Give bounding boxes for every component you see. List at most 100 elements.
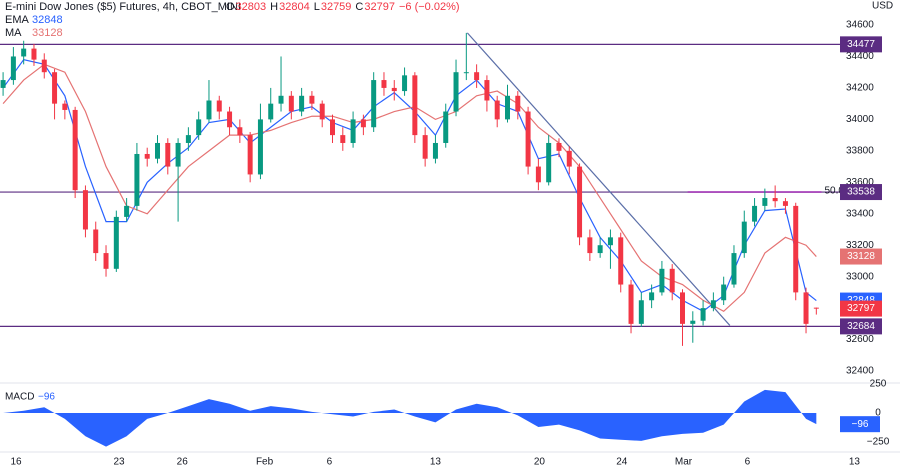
indicator-name: MA xyxy=(5,27,22,39)
candle-body xyxy=(0,80,6,88)
y-tick-label: 34400 xyxy=(846,51,874,62)
candle-body xyxy=(268,103,274,120)
ohlc-letter: H xyxy=(270,1,278,13)
level-price-label: 34477 xyxy=(847,39,875,50)
candle-body xyxy=(103,253,109,269)
plot: 50.00% xyxy=(0,32,858,447)
y-tick-label: 34600 xyxy=(846,20,874,31)
candle-body xyxy=(309,95,315,104)
indicator-price-box xyxy=(840,248,882,265)
candle-body xyxy=(412,75,418,136)
candle-body xyxy=(257,119,263,175)
candle-body xyxy=(144,153,150,159)
indicator-line xyxy=(2,63,817,313)
macd-header-value: −96 xyxy=(38,392,55,403)
y-tick-label: 34200 xyxy=(846,83,874,94)
candle-body xyxy=(680,292,685,324)
x-tick-label: 16 xyxy=(10,457,22,468)
candle-body xyxy=(206,100,212,120)
candle-body xyxy=(175,142,181,167)
ohlc-letter: O xyxy=(226,1,235,13)
fib-label: 50.00% xyxy=(824,186,858,197)
x-tick-label: 20 xyxy=(534,457,546,468)
y-tick-label: 32400 xyxy=(846,366,874,377)
candle-body xyxy=(659,268,665,293)
change-text: −6 (−0.02%) xyxy=(399,1,460,13)
y-tick-label: 33000 xyxy=(846,271,874,282)
candle-body xyxy=(597,245,603,254)
candle-body xyxy=(607,237,613,246)
candle-body xyxy=(196,119,202,136)
candle-body xyxy=(628,284,634,324)
candle-body xyxy=(288,95,294,112)
ohlc-value: 32759 xyxy=(321,1,352,13)
y-tick-label: 32600 xyxy=(846,334,874,345)
ohlc-letter: L xyxy=(314,1,320,13)
candle-body xyxy=(453,72,459,112)
candle-body xyxy=(62,103,68,110)
close-price-label: 32797 xyxy=(847,303,875,314)
candle-body xyxy=(669,268,675,293)
candle-body xyxy=(340,135,346,143)
candle-body xyxy=(803,292,809,324)
candle-body xyxy=(21,48,27,57)
candle-body xyxy=(484,80,490,101)
candle-body xyxy=(618,237,624,285)
x-tick-label: 26 xyxy=(177,457,189,468)
candle-body xyxy=(700,308,706,321)
ohlc-value: 32797 xyxy=(364,1,395,13)
macd-price-box xyxy=(840,416,880,433)
x-tick-label: 24 xyxy=(616,457,628,468)
candle-body xyxy=(752,205,758,222)
candle-body xyxy=(113,216,119,269)
close-price-box xyxy=(840,300,882,317)
indicator-price-label: 33128 xyxy=(847,251,875,262)
candle-body xyxy=(638,300,644,324)
indicator-value: 33128 xyxy=(32,27,63,39)
candle-body xyxy=(93,229,99,254)
candle-body xyxy=(391,87,397,92)
x-tick-label: 6 xyxy=(745,457,751,468)
candle-body xyxy=(690,320,696,324)
candle-body xyxy=(741,221,747,254)
candle-body xyxy=(772,198,778,202)
candle-body xyxy=(82,190,88,230)
level-price-label: 33538 xyxy=(847,187,875,198)
candle-body xyxy=(10,56,16,81)
x-tick-label: Mar xyxy=(675,457,693,468)
candle-body xyxy=(515,95,521,112)
candle-body xyxy=(185,135,191,143)
candle-body xyxy=(360,119,366,128)
candle-body xyxy=(793,205,799,293)
candle-body xyxy=(52,72,58,104)
candle-body xyxy=(474,72,480,81)
candle-body xyxy=(463,72,469,74)
candle-body xyxy=(505,95,510,120)
candle-body xyxy=(721,284,727,301)
candle-body xyxy=(494,100,500,120)
x-tick-label: 13 xyxy=(430,457,442,468)
x-tick-label: Feb xyxy=(256,457,274,468)
macd-tick-label: 250 xyxy=(870,379,887,390)
candle-body xyxy=(731,253,737,285)
candle-body xyxy=(710,300,716,309)
candle-body xyxy=(381,80,387,88)
macd-area xyxy=(3,389,817,447)
candle-body xyxy=(227,111,233,128)
candle-body xyxy=(566,150,572,167)
y-tick-label: 33400 xyxy=(846,208,874,219)
candle-body xyxy=(278,95,284,104)
candle-body xyxy=(402,75,408,92)
y-tick-label: 33200 xyxy=(846,240,874,251)
candle-body xyxy=(432,142,438,159)
candle-body xyxy=(216,100,222,112)
indicator-line xyxy=(2,58,817,312)
candle-body xyxy=(587,237,593,254)
candle-body xyxy=(247,135,253,175)
level-price-box xyxy=(840,318,882,335)
level-price-label: 32684 xyxy=(847,321,875,332)
trendline xyxy=(466,32,731,326)
candle-body xyxy=(422,135,428,159)
candle-body xyxy=(72,109,78,191)
